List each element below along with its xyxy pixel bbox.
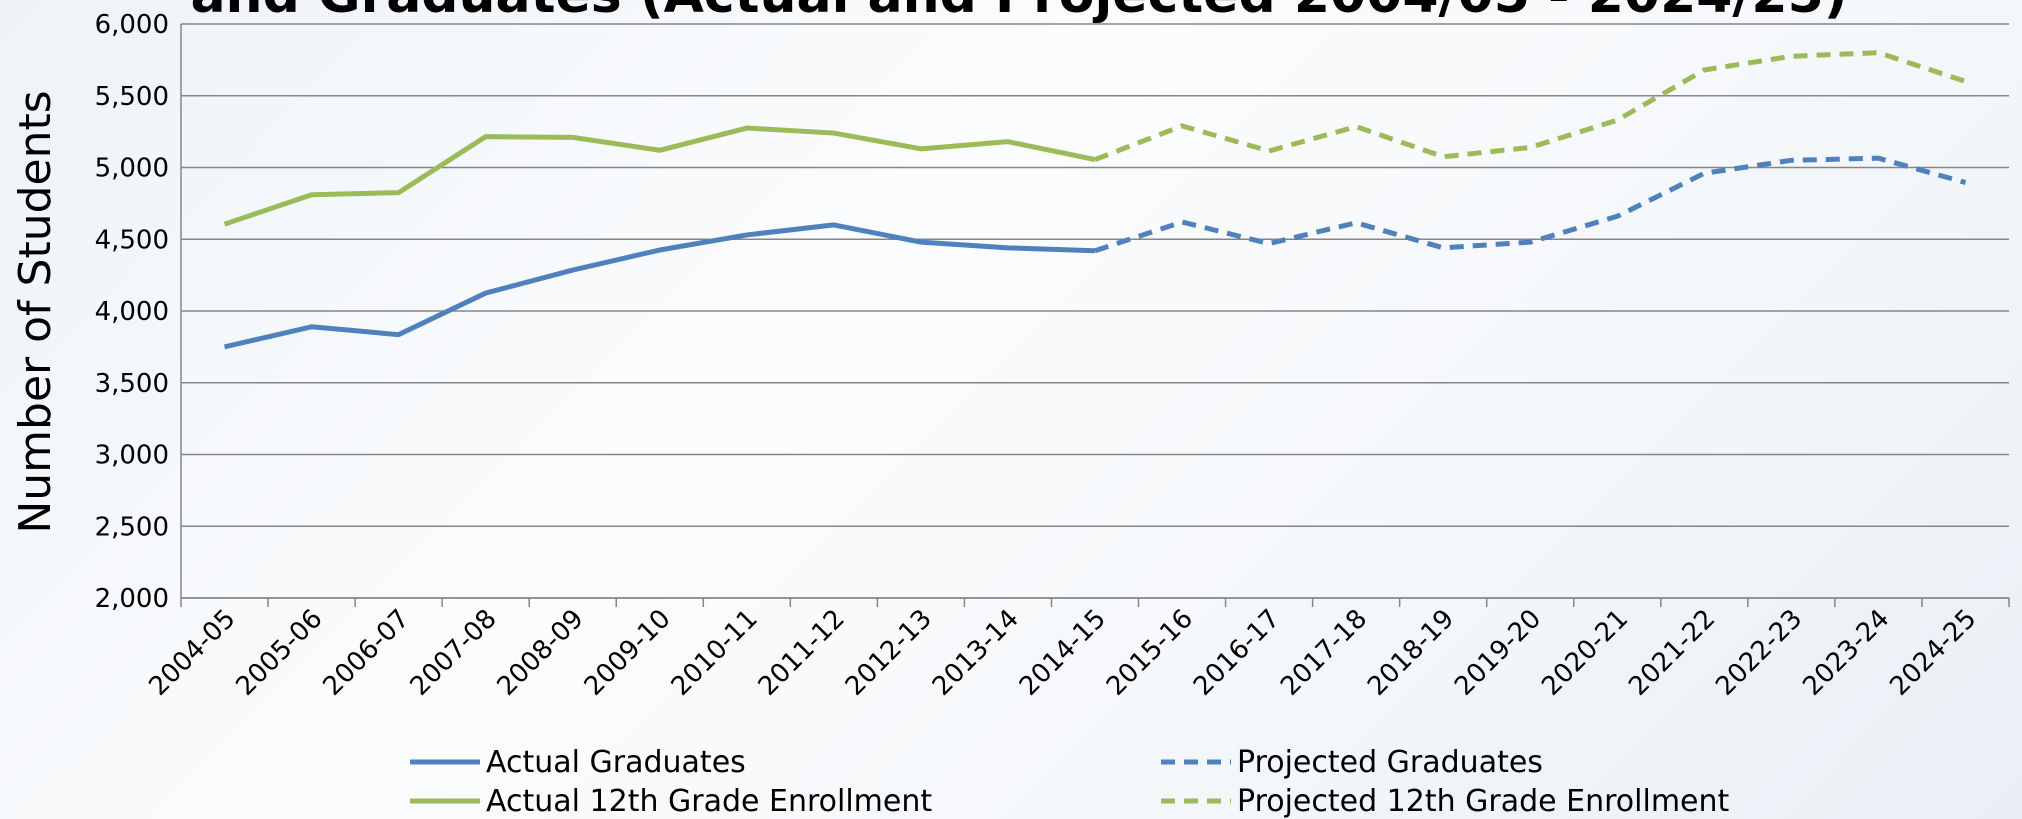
- x-tick-label: 2021-22: [1623, 604, 1721, 702]
- y-tick-label: 4,000: [95, 297, 169, 327]
- y-tick-label: 5,500: [95, 82, 169, 112]
- y-axis-title: Number of Students: [10, 90, 61, 533]
- series-line: [223, 125, 1096, 227]
- legend-label: Projected 12th Grade Enrollment: [1237, 784, 1730, 819]
- x-tick-label: 2018-19: [1362, 604, 1460, 702]
- x-tick-label: 2014-15: [1014, 604, 1112, 702]
- y-tick-label: 2,000: [95, 584, 169, 614]
- series-line: [1094, 50, 1967, 162]
- x-tick-label: 2008-09: [492, 604, 590, 702]
- x-tick-label: 2017-18: [1275, 604, 1373, 702]
- x-tick-label: 2010-11: [666, 604, 764, 702]
- x-tick-label: 2019-20: [1449, 604, 1547, 702]
- x-tick-label: 2024-25: [1884, 604, 1982, 702]
- y-tick-label: 3,500: [95, 369, 169, 399]
- y-tick-label: 2,500: [95, 512, 169, 542]
- y-tick-label: 3,000: [95, 441, 169, 471]
- y-tick-label: 4,500: [95, 225, 169, 255]
- chart-title: and Graduates (Actual and Projected 2004…: [190, 0, 1847, 25]
- x-tick-label: 2006-07: [318, 604, 416, 702]
- x-tick-label: 2020-21: [1536, 604, 1634, 702]
- x-tick-label: 2023-24: [1797, 604, 1895, 702]
- y-tick-label: 6,000: [95, 10, 169, 40]
- x-tick-label: 2015-16: [1101, 604, 1199, 702]
- x-tick-label: 2016-17: [1188, 604, 1286, 702]
- x-tick-label: 2012-13: [840, 604, 938, 702]
- y-tick-label: 5,000: [95, 154, 169, 184]
- x-tick-label: 2004-05: [143, 604, 241, 702]
- x-tick-label: 2007-08: [405, 604, 503, 702]
- series-line: [1094, 155, 1967, 254]
- x-tick-label: 2022-23: [1710, 604, 1808, 702]
- x-tick-label: 2005-06: [230, 604, 328, 702]
- legend-label: Projected Graduates: [1237, 745, 1543, 780]
- series-line: [223, 222, 1096, 350]
- x-tick-label: 2013-14: [927, 604, 1025, 702]
- legend-label: Actual Graduates: [486, 745, 746, 780]
- x-tick-label: 2009-10: [579, 604, 677, 702]
- legend-label: Actual 12th Grade Enrollment: [486, 784, 932, 819]
- x-tick-label: 2011-12: [753, 604, 851, 702]
